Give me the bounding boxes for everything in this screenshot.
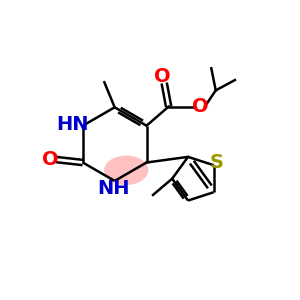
Text: O: O <box>192 97 208 116</box>
Text: S: S <box>210 153 224 172</box>
Ellipse shape <box>104 155 148 185</box>
Text: NH: NH <box>97 179 129 198</box>
Text: O: O <box>154 67 171 86</box>
Text: HN: HN <box>56 115 89 134</box>
Text: O: O <box>41 150 58 169</box>
